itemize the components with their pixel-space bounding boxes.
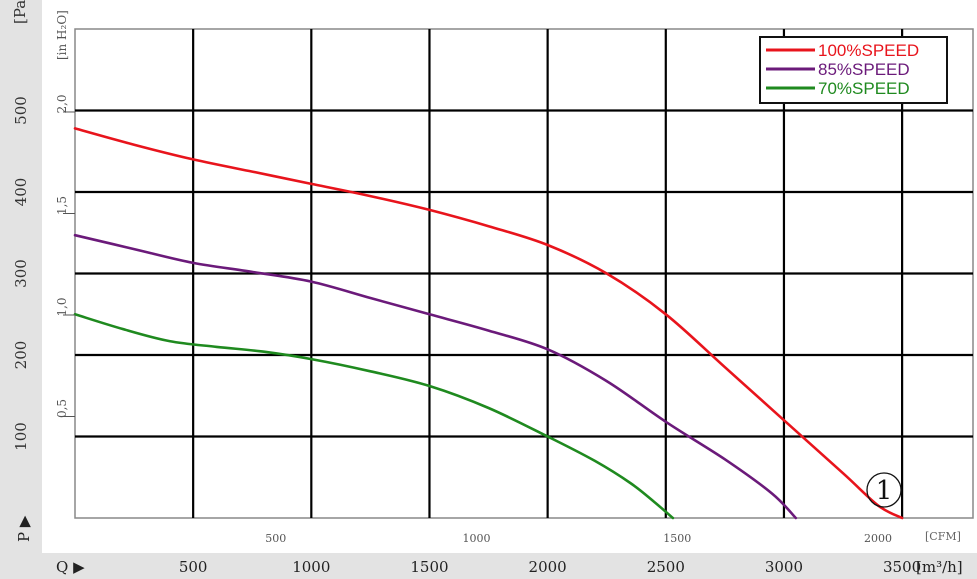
x-tick-label: 2500 bbox=[647, 558, 685, 576]
bottom-axis-band bbox=[0, 553, 977, 579]
x-tick-label: 2000 bbox=[529, 558, 567, 576]
curve-label-circle bbox=[866, 472, 902, 508]
curve-label: 1 bbox=[876, 476, 893, 506]
inh2o-tick-label: 0,5 bbox=[55, 399, 69, 418]
series-line-2 bbox=[73, 313, 675, 520]
y-axis-label: P ▶ bbox=[15, 515, 33, 542]
y-tick-label: 300 bbox=[12, 259, 30, 288]
x-tick-label: 3000 bbox=[765, 558, 803, 576]
x-unit-m3h: [m³/h] bbox=[916, 558, 963, 576]
x-axis-label: Q ▶ bbox=[56, 558, 85, 576]
y-tick-label: 400 bbox=[12, 178, 30, 207]
y-tick-label: 200 bbox=[12, 341, 30, 370]
y-tick-label: 100 bbox=[12, 422, 30, 451]
y-unit-inh2o: [in H₂O] bbox=[55, 10, 69, 60]
series-line-0 bbox=[73, 127, 904, 520]
y-tick-label: 500 bbox=[12, 96, 30, 125]
cfm-tick-label: 1500 bbox=[663, 532, 691, 545]
series-line-1 bbox=[73, 233, 798, 520]
inh2o-tick-label: 2,0 bbox=[55, 94, 69, 113]
legend-label-1: 85%SPEED bbox=[818, 60, 910, 79]
cfm-tick-label: 2000 bbox=[864, 532, 892, 545]
legend-label-2: 70%SPEED bbox=[818, 79, 910, 98]
left-axis-band bbox=[0, 0, 42, 554]
x-tick-label: 3500 bbox=[883, 558, 921, 576]
inh2o-tick-label: 1,5 bbox=[55, 196, 69, 215]
tick-labels: 500 1000 1500 2000 2500 3000 35001002003004005… bbox=[12, 94, 921, 576]
x-tick-label: 500 bbox=[179, 558, 208, 576]
legend-label-0: 100%SPEED bbox=[818, 41, 919, 60]
y-unit-pa: [Pa] bbox=[11, 0, 29, 24]
cfm-tick-label: 500 bbox=[265, 532, 286, 545]
cfm-tick-label: 1000 bbox=[463, 532, 491, 545]
x-tick-label: 1000 bbox=[292, 558, 330, 576]
inh2o-tick-label: 1,0 bbox=[55, 297, 69, 316]
series-layer bbox=[73, 127, 904, 520]
x-unit-cfm: [CFM] bbox=[925, 530, 961, 543]
x-tick-label: 1500 bbox=[410, 558, 448, 576]
